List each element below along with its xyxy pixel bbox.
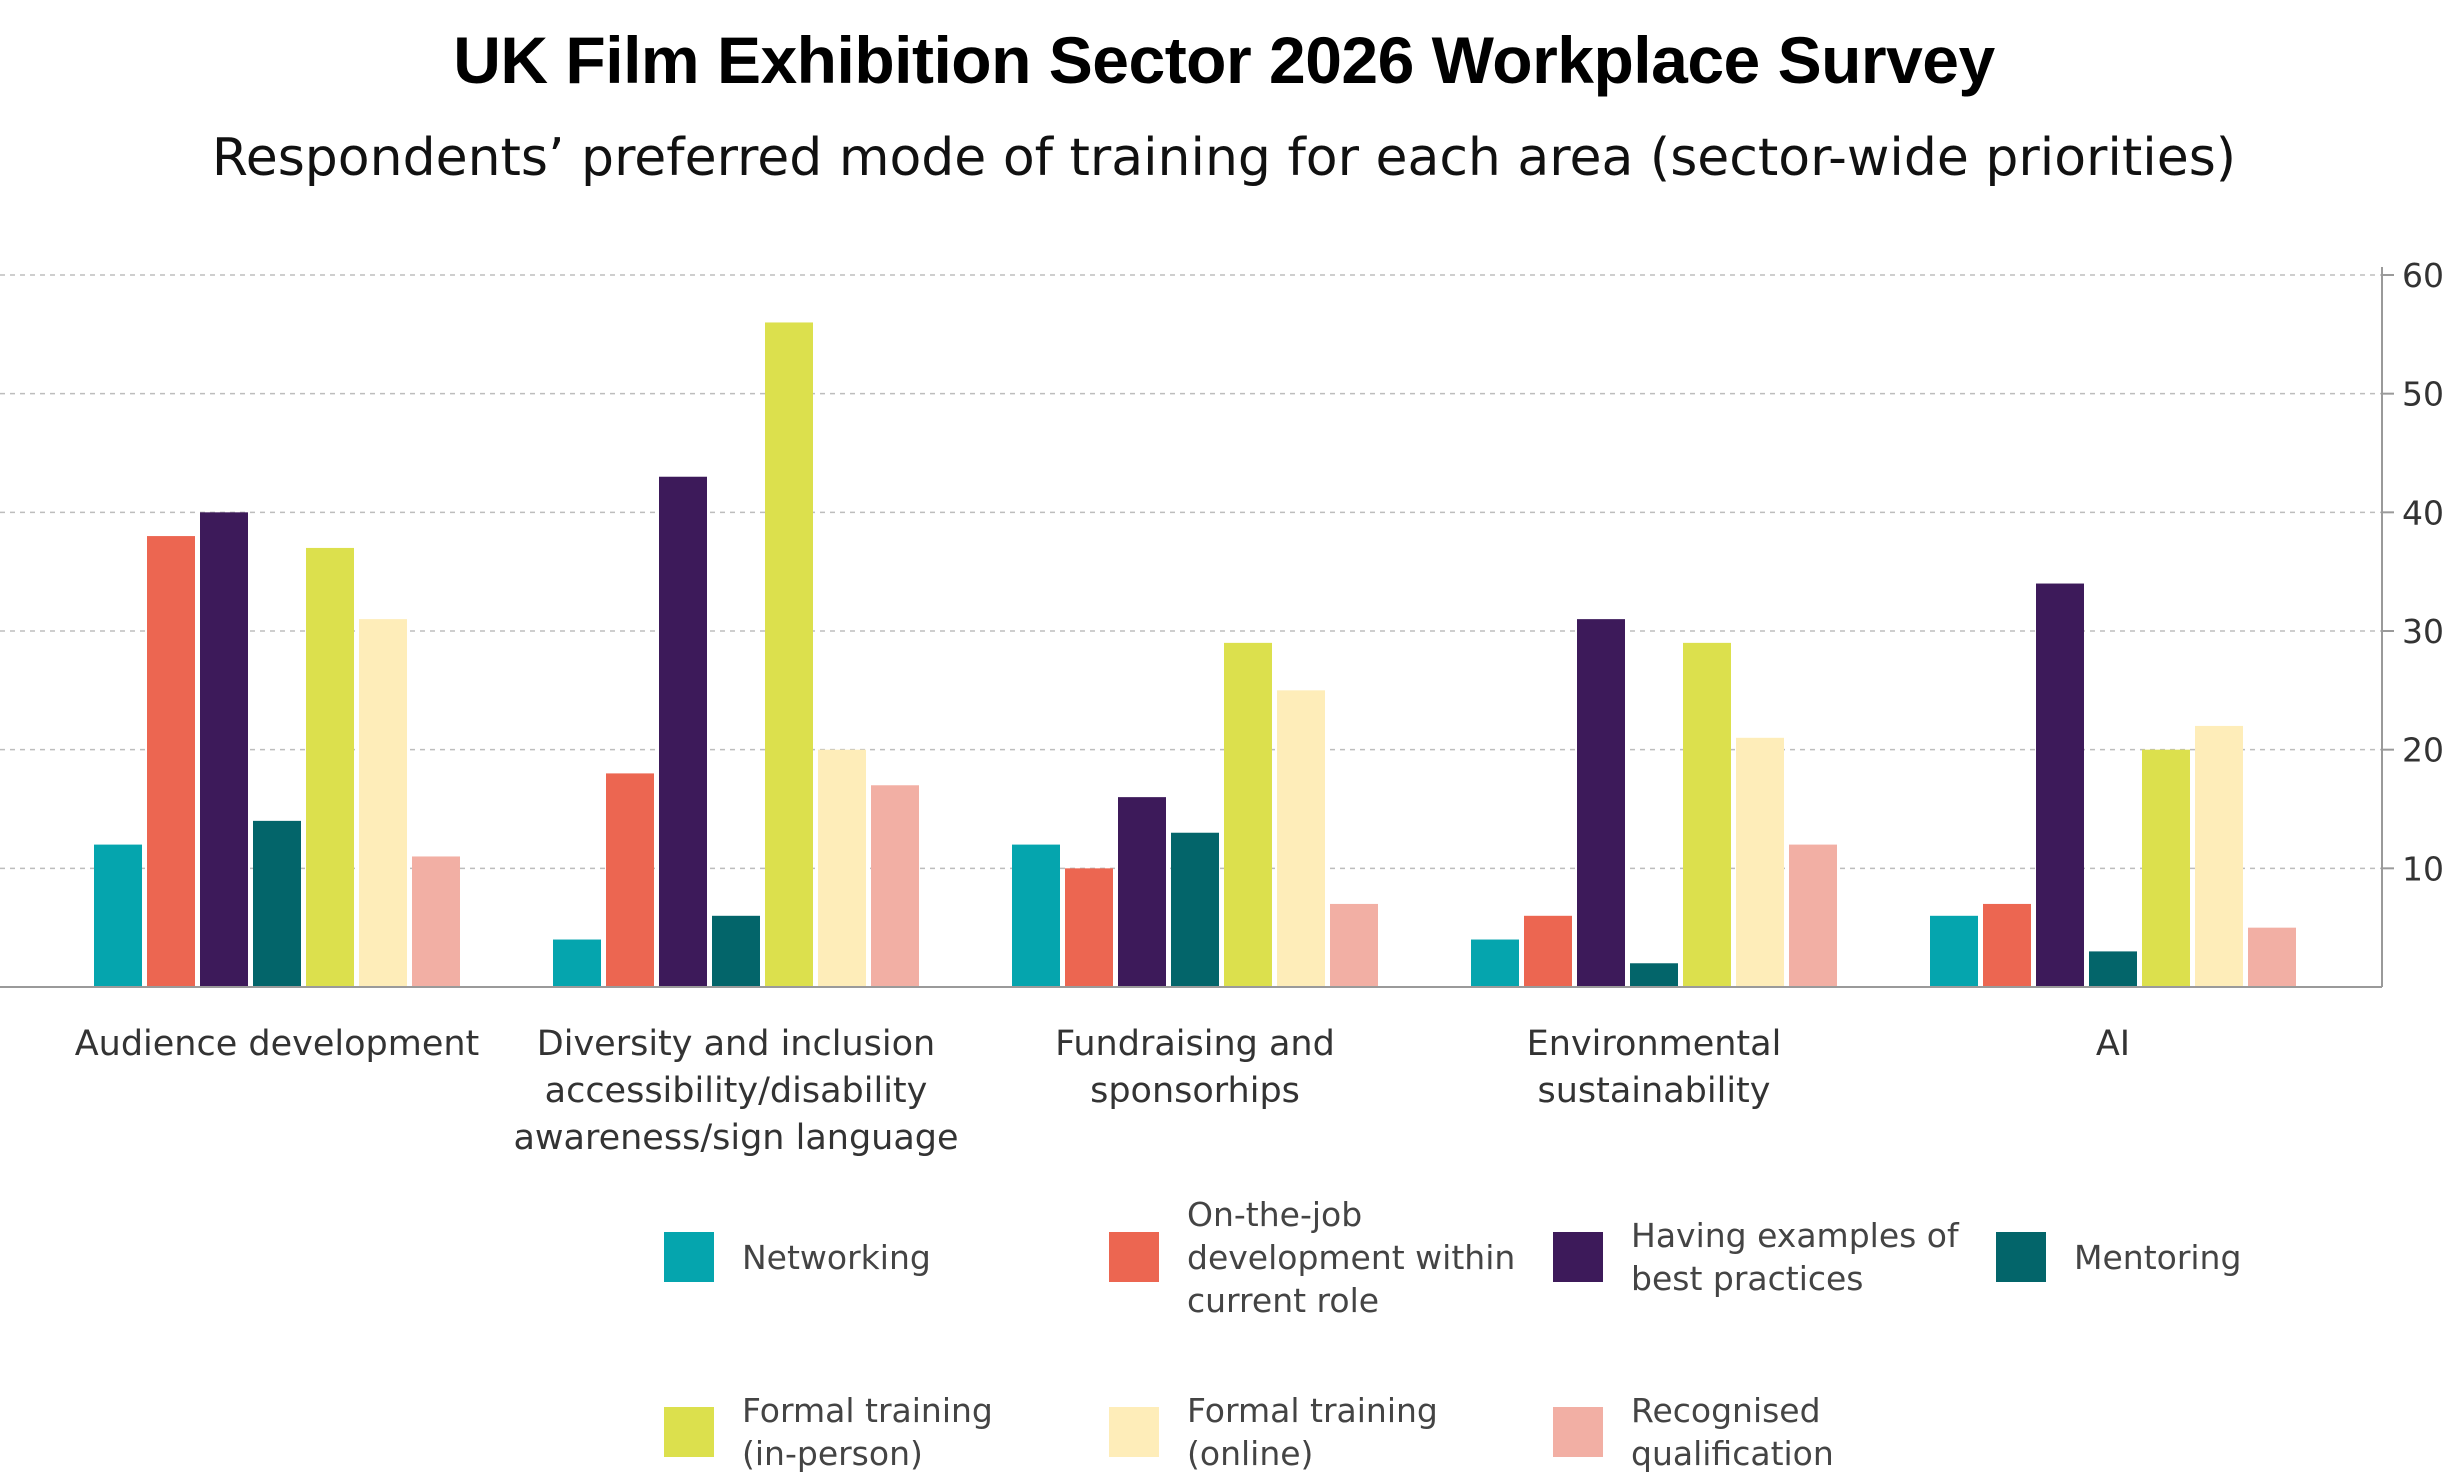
bars (94, 322, 2296, 987)
chart-title: UK Film Exhibition Sector 2026 Workplace… (453, 23, 1995, 97)
bar (1577, 619, 1625, 987)
x-category-label: Fundraising and sponsorhips (1055, 1024, 1335, 1111)
bar (765, 322, 813, 987)
x-category-label: Environmental sustainability (1527, 1024, 1782, 1111)
bar (1471, 939, 1519, 987)
x-category-label: AI (2096, 1024, 2130, 1064)
bar (1330, 903, 1378, 987)
bar (2195, 725, 2243, 987)
x-category-label: Audience development (75, 1024, 480, 1064)
bar (147, 536, 195, 987)
category-labels: Audience development Diversity and inclus… (75, 1024, 2130, 1158)
bar (553, 939, 601, 987)
bar (2089, 951, 2137, 987)
bar (1789, 844, 1837, 987)
bar (1118, 797, 1166, 987)
bar (412, 856, 460, 987)
y-tick-label: 10 (2402, 849, 2444, 888)
bar (94, 844, 142, 987)
bar (2142, 749, 2190, 987)
bar (606, 773, 654, 987)
y-tick-label: 50 (2402, 375, 2444, 414)
axes (0, 267, 2383, 988)
bar (1683, 642, 1731, 987)
bar (306, 547, 354, 987)
y-tick-label: 60 (2402, 256, 2444, 295)
bar (1224, 642, 1272, 987)
y-tick-labels: 10 20 30 40 50 60 (2402, 256, 2444, 888)
bar (200, 512, 248, 987)
bar (712, 915, 760, 987)
y-tick-label: 20 (2402, 731, 2444, 770)
chart-subtitle: Respondents’ preferred mode of training … (211, 128, 2237, 188)
bar (1630, 963, 1678, 987)
bar (1524, 915, 1572, 987)
bar (1012, 844, 1060, 987)
bar (818, 749, 866, 987)
bar (1736, 737, 1784, 987)
bar (2036, 583, 2084, 987)
bar (2248, 927, 2296, 987)
bar (1171, 832, 1219, 987)
y-tick-label: 30 (2402, 612, 2444, 651)
bar (871, 785, 919, 987)
bar (659, 476, 707, 987)
bar (1065, 868, 1113, 987)
y-tick-label: 40 (2402, 493, 2444, 532)
bar (1930, 915, 1978, 987)
x-category-label: Diversity and inclusion accessibility/dis… (513, 1024, 958, 1158)
bar (1983, 903, 2031, 987)
bar (359, 619, 407, 987)
bar (253, 820, 301, 987)
bar (1277, 690, 1325, 987)
